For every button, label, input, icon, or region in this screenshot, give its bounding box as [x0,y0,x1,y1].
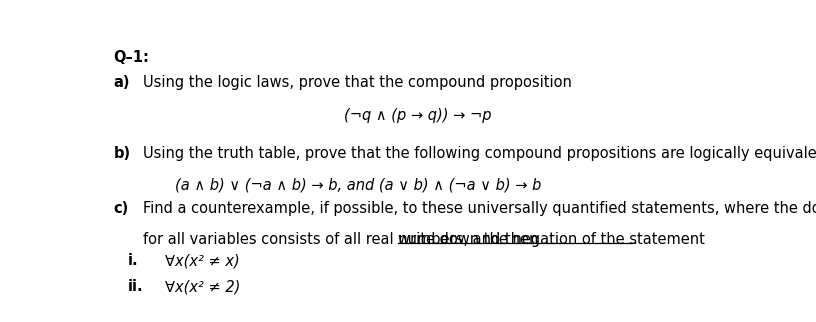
Text: a): a) [113,75,130,90]
Text: ii.: ii. [127,279,143,294]
Text: Using the logic laws, prove that the compound proposition: Using the logic laws, prove that the com… [143,75,572,90]
Text: (a ∧ b) ∨ (¬a ∧ b) → b, and (a ∨ b) ∧ (¬a ∨ b) → b: (a ∧ b) ∨ (¬a ∧ b) → b, and (a ∨ b) ∧ (¬… [175,177,541,193]
Text: (¬q ∧ (p → q)) → ¬p: (¬q ∧ (p → q)) → ¬p [344,108,492,123]
Text: b): b) [113,147,131,162]
Text: Find a counterexample, if possible, to these universally quantified statements, : Find a counterexample, if possible, to t… [143,201,816,216]
Text: for all variables consists of all real numbers, and then: for all variables consists of all real n… [143,232,543,247]
Text: .: . [632,232,636,247]
Text: ∀x(x² ≠ x): ∀x(x² ≠ x) [165,253,240,268]
Text: c): c) [113,201,129,216]
Text: Using the truth table, prove that the following compound propositions are logica: Using the truth table, prove that the fo… [143,147,816,162]
Text: write down the negation of the statement: write down the negation of the statement [398,232,705,247]
Text: Q–1:: Q–1: [113,50,149,65]
Text: i.: i. [127,253,138,268]
Text: ∀x(x² ≠ 2): ∀x(x² ≠ 2) [165,279,241,294]
